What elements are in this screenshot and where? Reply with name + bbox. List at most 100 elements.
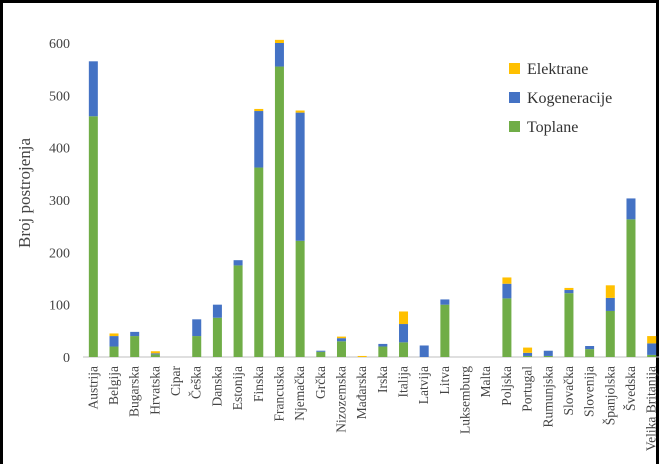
legend-swatch: [509, 92, 520, 103]
x-category-label: Irska: [375, 366, 390, 393]
x-axis-labels: Austrija Belgija Bugarska Hrvatska Cipar Češk…: [85, 366, 658, 452]
bar-segment: [212, 304, 222, 318]
y-axis-ticks: 0 100 200 300 400 500 600: [49, 37, 70, 366]
bar-segment: [254, 108, 264, 112]
x-category-label: Portugal: [520, 366, 535, 412]
y-tick-label: 500: [49, 89, 70, 104]
bar-segment: [502, 277, 512, 284]
bar-segment: [212, 317, 222, 357]
x-category-label: Rumunjska: [540, 366, 555, 428]
y-tick-label: 100: [49, 299, 70, 314]
bar-segment: [150, 351, 160, 354]
legend: Elektrane Kogeneracije Toplane: [509, 61, 612, 136]
bar-segment: [254, 111, 264, 168]
x-category-label: Slovačka: [561, 366, 576, 416]
bar-segment: [336, 338, 346, 342]
y-axis-label: Broj postrojenja: [15, 138, 34, 248]
x-category-label: Njemačka: [292, 366, 307, 421]
bar-segment: [295, 110, 305, 113]
x-category-label: Grčka: [313, 366, 328, 399]
x-category-label: Litva: [437, 366, 452, 395]
bar-segment: [233, 260, 243, 266]
legend-swatch: [509, 63, 520, 74]
x-category-label: Hrvatska: [147, 366, 162, 415]
legend-label: Kogeneracije: [527, 90, 612, 107]
bar-segment: [130, 336, 140, 357]
x-category-label: Švedska: [623, 366, 638, 411]
bar-segment: [192, 319, 202, 337]
bar-segment: [316, 351, 326, 357]
bar-segment: [502, 283, 512, 299]
bar-segment: [543, 350, 553, 356]
y-tick-label: 600: [49, 37, 70, 52]
y-tick-label: 200: [49, 246, 70, 261]
bar-segment: [109, 333, 119, 337]
bar-segment: [316, 350, 326, 352]
x-category-label: Belgija: [106, 366, 121, 405]
bar-segment: [626, 198, 636, 220]
bar-segment: [109, 346, 119, 357]
bar-segment: [274, 39, 284, 43]
bar-segment: [585, 349, 595, 357]
x-category-label: Francuska: [271, 366, 286, 421]
bar-segment: [419, 345, 429, 357]
bar-segment: [399, 324, 409, 343]
bar-segment: [254, 167, 264, 357]
x-category-label: Poljska: [499, 366, 514, 406]
bars-group: [88, 39, 657, 358]
legend-swatch: [509, 121, 520, 132]
bar-segment: [523, 352, 533, 356]
bar-segment: [233, 265, 243, 357]
bar-segment: [399, 311, 409, 325]
bar-segment: [605, 297, 615, 311]
x-category-label: Austrija: [85, 366, 100, 410]
bar-segment: [523, 355, 533, 357]
bar-segment: [647, 343, 657, 355]
x-category-label: Cipar: [168, 366, 183, 396]
bar-segment: [399, 342, 409, 357]
bar-segment: [336, 336, 346, 339]
stacked-bar-chart: Broj postrojenja 0 100 200 300 400 500 600 Aus…: [15, 37, 659, 452]
bar-segment: [564, 290, 574, 294]
bar-segment: [626, 219, 636, 357]
bar-segment: [274, 43, 284, 67]
bar-segment: [295, 112, 305, 241]
bar-segment: [378, 343, 388, 347]
bar-segment: [88, 61, 98, 117]
x-category-label: Latvija: [416, 366, 431, 404]
x-category-label: Slovenija: [582, 366, 597, 417]
bar-segment: [192, 336, 202, 357]
x-category-label: Danska: [209, 366, 224, 407]
bar-segment: [523, 347, 533, 353]
bar-segment: [274, 66, 284, 358]
bar-segment: [109, 336, 119, 347]
x-category-label: Bugarska: [127, 366, 142, 417]
bar-segment: [564, 287, 574, 291]
x-category-label: Češka: [189, 366, 204, 399]
x-category-label: Luksemburg: [458, 366, 473, 434]
bar-segment: [605, 285, 615, 298]
bar-segment: [378, 346, 388, 357]
bar-segment: [440, 304, 450, 357]
bar-segment: [336, 341, 346, 357]
x-category-label: Velika Britanija: [644, 366, 659, 451]
x-category-label: Španjolska: [602, 366, 617, 425]
legend-label: Elektrane: [527, 61, 588, 78]
bar-segment: [564, 293, 574, 357]
bar-segment: [585, 346, 595, 350]
legend-label: Toplane: [527, 119, 578, 136]
bar-segment: [357, 355, 367, 357]
bar-segment: [150, 354, 160, 357]
x-category-label: Nizozemska: [333, 366, 348, 433]
x-category-label: Finska: [251, 366, 266, 402]
bar-segment: [605, 310, 615, 357]
y-tick-label: 300: [49, 194, 70, 209]
y-tick-label: 0: [63, 351, 70, 366]
bar-segment: [295, 240, 305, 357]
bar-segment: [440, 299, 450, 305]
bar-segment: [647, 354, 657, 357]
x-category-label: Italija: [396, 366, 411, 397]
bar-segment: [502, 298, 512, 357]
bar-segment: [150, 353, 160, 355]
